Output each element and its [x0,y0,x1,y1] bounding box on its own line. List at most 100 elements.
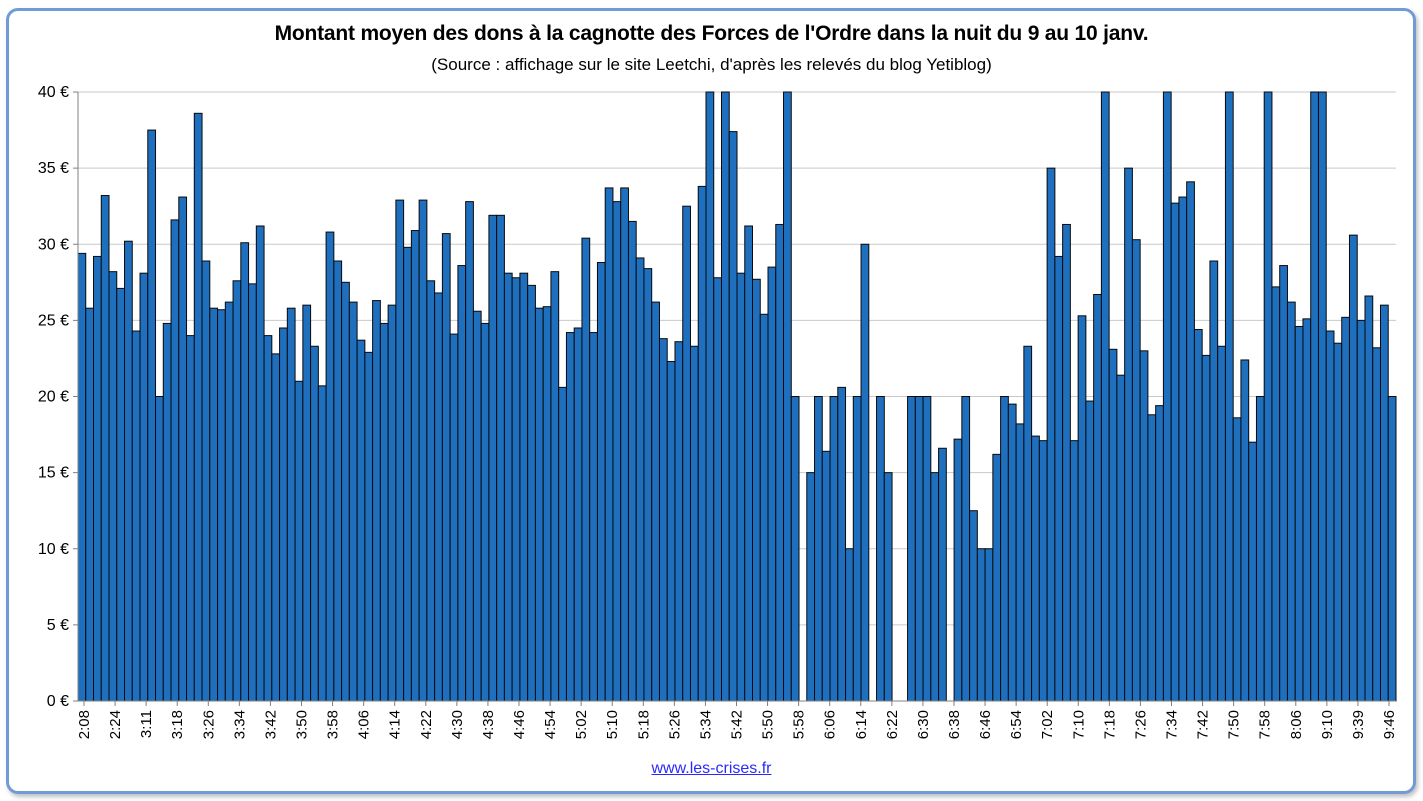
bar [1201,354,1211,702]
x-tick-label: 7:42 [1195,710,1212,739]
bar [1031,435,1040,702]
bar [178,196,188,702]
bar [1255,396,1265,702]
bar [534,307,544,702]
x-tick-label: 5:18 [635,710,652,739]
bar [356,339,366,702]
x-tick-label: 3:58 [325,710,342,739]
bar [519,272,529,702]
bar [1100,91,1110,702]
bar [317,385,327,702]
bar [697,185,707,702]
bar [162,322,172,702]
bar [217,309,226,702]
bar [1224,91,1234,702]
bar [930,472,940,702]
chart-subtitle: (Source : affichage sur le site Leetchi,… [431,55,992,74]
x-tick-label: 6:06 [822,710,839,739]
bar [387,304,397,702]
bar [651,301,660,702]
source-link[interactable]: www.les-crises.fr [651,760,772,777]
x-tick-label: 4:30 [449,710,466,739]
x-tick-label: 7:10 [1070,710,1087,739]
bar [829,396,839,702]
y-tick-label: 35 € [38,160,69,177]
bar [224,301,234,702]
bar [1007,403,1017,702]
bar [969,510,978,702]
bar [961,396,971,702]
bar [674,341,684,702]
bar [1069,440,1079,702]
bar [1023,345,1033,702]
bar [1000,396,1009,702]
bar [860,243,870,702]
bar [1170,202,1180,702]
bar [1108,348,1118,702]
bar [232,280,242,702]
y-tick-label: 0 € [47,693,69,710]
x-tick-label: 5:58 [791,710,808,739]
y-tick-label: 10 € [38,541,69,558]
bar [348,301,358,702]
bar [1139,350,1149,702]
bar [1387,396,1397,702]
x-tick-label: 3:42 [262,710,279,739]
bar [310,345,319,702]
bar [845,548,854,702]
bar [1286,301,1296,702]
x-tick-label: 7:50 [1226,710,1243,739]
bar [627,220,637,702]
bar [1302,318,1312,702]
bar [170,219,180,702]
bar [1217,345,1226,702]
bar [1054,255,1064,702]
bar [1356,319,1366,702]
bar [984,548,994,702]
bar [457,265,467,702]
bar [100,195,110,702]
bar [1310,91,1319,702]
bar [1162,91,1172,702]
bar [658,338,668,702]
bar [434,292,443,702]
bar [1178,196,1188,702]
bar [589,332,598,702]
bar [77,252,87,702]
bar [1348,234,1358,702]
bar [620,187,629,702]
bar [976,548,986,702]
x-tick-label: 6:22 [884,710,901,739]
bar [1271,286,1281,702]
y-tick-label: 5 € [47,617,69,634]
bar [294,380,304,702]
bar [759,313,769,702]
bar [1015,423,1025,702]
bar [496,214,505,702]
bar [527,284,536,702]
bar [333,260,343,702]
bar [1263,91,1273,702]
bar [1248,441,1257,702]
bar [449,333,459,702]
bar [472,310,482,702]
bar [1077,315,1087,702]
bar [744,225,753,702]
bar [705,91,715,702]
bar [441,233,451,702]
y-tick-label: 15 € [38,465,69,482]
x-tick-label: 6:54 [1008,710,1025,739]
bar [1038,440,1048,702]
x-tick-label: 4:46 [511,710,528,739]
x-tick-label: 3:11 [138,710,155,738]
bar [186,335,195,702]
bar [1341,316,1350,702]
bar [767,266,777,702]
x-tick-label: 7:02 [1039,710,1056,739]
bar [1317,91,1327,702]
bar [1372,347,1381,702]
bar [783,91,792,702]
x-tick-label: 4:54 [542,710,559,739]
bar [1193,329,1203,702]
